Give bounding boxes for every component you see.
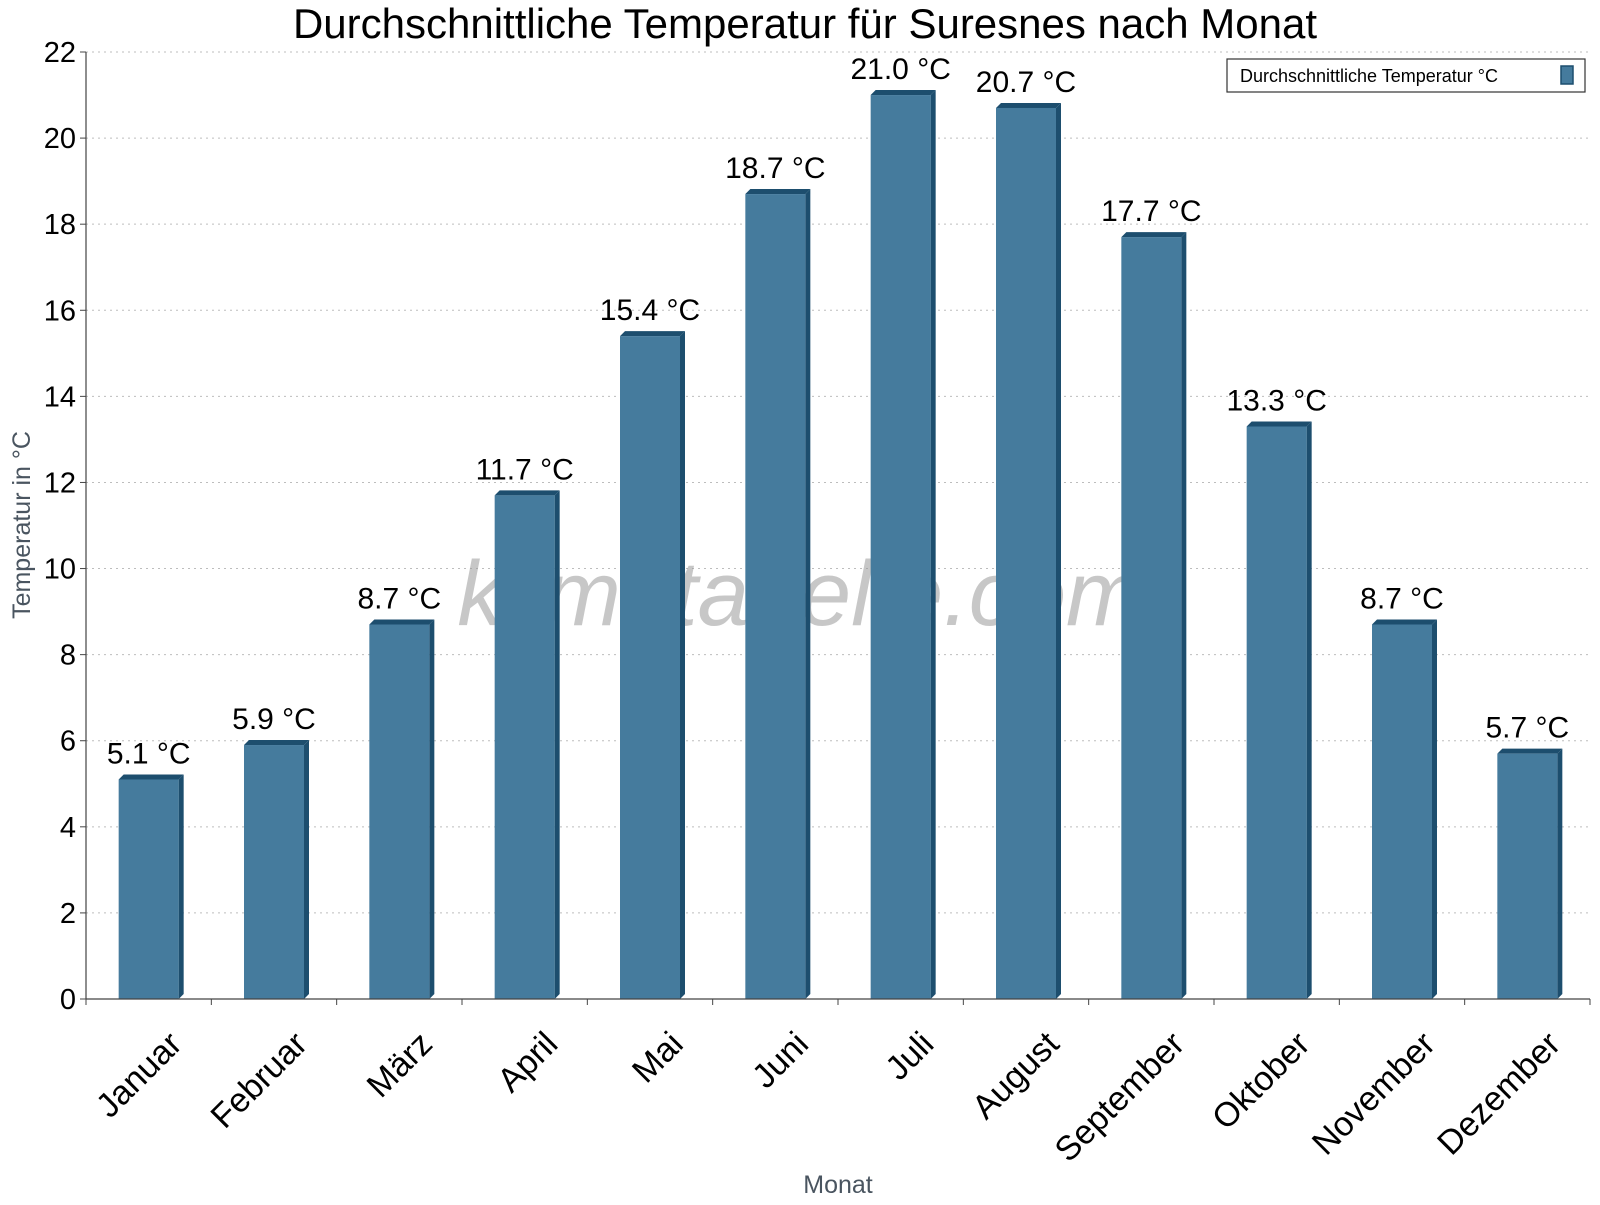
bar xyxy=(494,495,555,999)
bar-top xyxy=(369,619,435,625)
x-tick-label: August xyxy=(965,1024,1067,1126)
x-tick-label: Juli xyxy=(878,1025,941,1088)
chart-title: Durchschnittliche Temperatur für Suresne… xyxy=(293,0,1317,47)
x-axis-label: Monat xyxy=(803,1171,873,1199)
bar-top xyxy=(494,490,560,496)
bar-top xyxy=(244,740,309,746)
legend: Durchschnittliche Temperatur °C xyxy=(1226,58,1586,93)
bar xyxy=(1372,624,1432,999)
data-label: 11.7 °C xyxy=(476,453,574,486)
x-tick-label: Oktober xyxy=(1205,1025,1317,1137)
bar-side xyxy=(1181,232,1187,999)
bar-side xyxy=(1557,748,1563,999)
data-label: 8.7 °C xyxy=(1360,583,1444,616)
bar-top xyxy=(745,189,811,195)
bar xyxy=(745,194,806,1000)
y-tick-label: 18 xyxy=(44,209,76,241)
bar-group: 8.7 °C xyxy=(357,583,441,999)
bar-side xyxy=(304,740,309,999)
y-axis-label: Temperatur in °C xyxy=(8,431,36,619)
y-tick-label: 4 xyxy=(60,812,76,844)
data-label: 5.7 °C xyxy=(1485,712,1569,745)
data-label: 15.4 °C xyxy=(600,294,700,327)
bars: 5.1 °C 5.9 °C 8.7 °C 11.7 °C 15.4 °C 18.7 °C 2… xyxy=(107,53,1569,1000)
bar xyxy=(620,336,680,1000)
x-tick-label: März xyxy=(360,1025,440,1105)
x-tick-label: Dezember xyxy=(1430,1025,1568,1163)
y-tick-label: 16 xyxy=(44,295,76,327)
bar-side xyxy=(554,490,560,999)
bar xyxy=(1497,753,1558,999)
x-tick-label: September xyxy=(1047,1025,1191,1169)
y-tick-label: 2 xyxy=(60,898,76,930)
bar-group: 5.1 °C xyxy=(107,737,191,999)
x-tick-label: Juni xyxy=(745,1025,816,1096)
x-tick-label: April xyxy=(490,1025,565,1100)
gridlines xyxy=(86,51,1590,914)
bar-side xyxy=(805,189,811,1000)
bar-top xyxy=(996,102,1061,108)
bar-top xyxy=(870,90,936,96)
bar-group: 15.4 °C xyxy=(600,294,700,1000)
data-label: 5.9 °C xyxy=(232,703,316,736)
bar xyxy=(1121,237,1182,999)
data-label: 8.7 °C xyxy=(357,583,441,616)
bar-group: 13.3 °C xyxy=(1226,384,1327,999)
y-tick-label: 6 xyxy=(60,726,76,758)
bar-top xyxy=(1497,748,1563,754)
legend-swatch xyxy=(1560,65,1574,85)
bar xyxy=(118,779,179,999)
bar-side xyxy=(1432,619,1437,999)
legend-box xyxy=(1226,58,1586,93)
data-label: 20.7 °C xyxy=(976,66,1076,99)
bar-group: 5.7 °C xyxy=(1485,712,1569,999)
data-label: 21.0 °C xyxy=(850,53,950,86)
bar-group: 17.7 °C xyxy=(1101,195,1202,999)
bar-side xyxy=(680,331,685,1000)
bar xyxy=(369,624,430,999)
bar-side xyxy=(429,619,435,999)
y-tick-label: 10 xyxy=(44,554,76,586)
data-label: 17.7 °C xyxy=(1101,195,1201,228)
bar-group: 8.7 °C xyxy=(1360,583,1444,999)
bar xyxy=(870,95,931,999)
bar-group: 20.7 °C xyxy=(976,66,1076,999)
data-label: 13.3 °C xyxy=(1226,384,1326,417)
bar xyxy=(996,107,1056,999)
bar xyxy=(244,745,304,999)
data-label: 18.7 °C xyxy=(725,152,825,185)
x-tick-label: November xyxy=(1305,1025,1443,1163)
y-tick-label: 22 xyxy=(44,37,76,69)
x-tick-label: Januar xyxy=(89,1025,189,1125)
data-label: 5.1 °C xyxy=(107,737,191,770)
bar-group: 21.0 °C xyxy=(850,53,951,999)
bar-group: 5.9 °C xyxy=(232,703,316,999)
y-tick-label: 12 xyxy=(44,467,76,499)
bar-top xyxy=(1121,232,1187,238)
bar-top xyxy=(620,331,685,337)
bar-side xyxy=(178,774,184,999)
bar-top xyxy=(1372,619,1437,625)
y-tick-label: 8 xyxy=(60,640,76,672)
bar-side xyxy=(930,90,936,999)
bar-group: 18.7 °C xyxy=(725,152,826,1000)
y-tick-label: 20 xyxy=(44,123,76,155)
x-tick-label: Mai xyxy=(625,1025,691,1091)
bar-side xyxy=(1056,102,1061,999)
y-tick-label: 0 xyxy=(60,984,76,1016)
y-tick-label: 14 xyxy=(44,381,76,413)
bar-group: 11.7 °C xyxy=(476,453,574,999)
bar xyxy=(1246,426,1307,999)
bar-top xyxy=(1246,421,1312,427)
legend-label: Durchschnittliche Temperatur °C xyxy=(1240,66,1498,86)
bar-side xyxy=(1306,421,1312,999)
x-tick-label: Februar xyxy=(204,1025,315,1136)
bar-top xyxy=(118,774,184,780)
